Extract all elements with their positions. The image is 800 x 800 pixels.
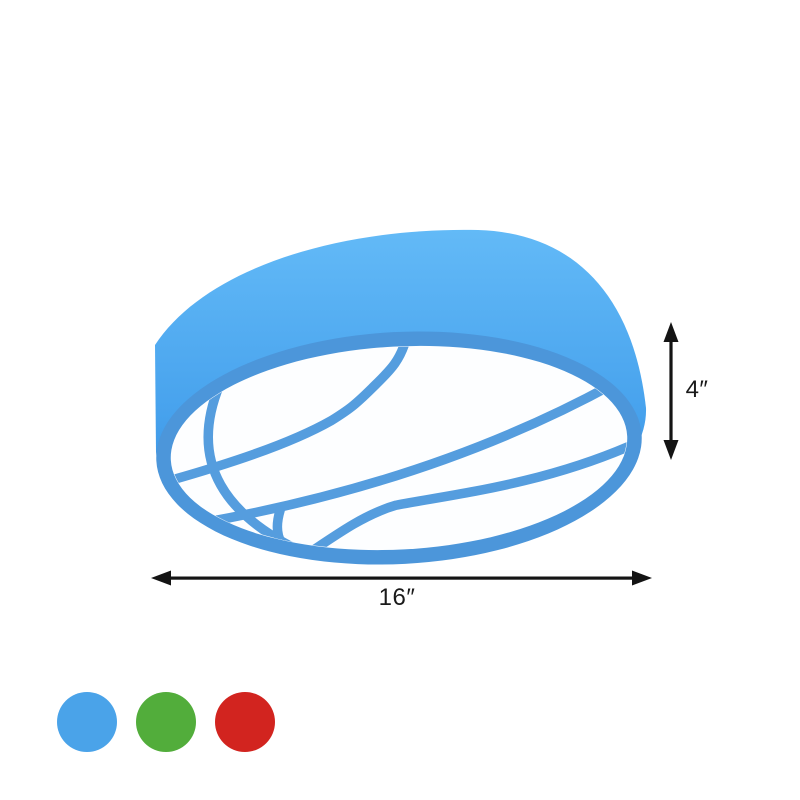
- basketball-pattern: [166, 335, 632, 561]
- basketball-seam-diagonal: [183, 377, 621, 530]
- color-swatch-red[interactable]: [215, 692, 275, 752]
- color-swatch-blue[interactable]: [57, 692, 117, 752]
- basketball-seam-wavy: [166, 335, 412, 488]
- lamp-diffuser: [170, 345, 628, 551]
- color-options: [57, 692, 275, 752]
- width-dimension-label: 16″: [378, 584, 416, 611]
- lamp-diffuser-face: [156, 331, 642, 565]
- width-dimension-arrow: [151, 570, 652, 586]
- height-dimension-label: 4″: [685, 376, 709, 403]
- height-dimension-arrow: [663, 322, 679, 460]
- color-swatch-green[interactable]: [136, 692, 196, 752]
